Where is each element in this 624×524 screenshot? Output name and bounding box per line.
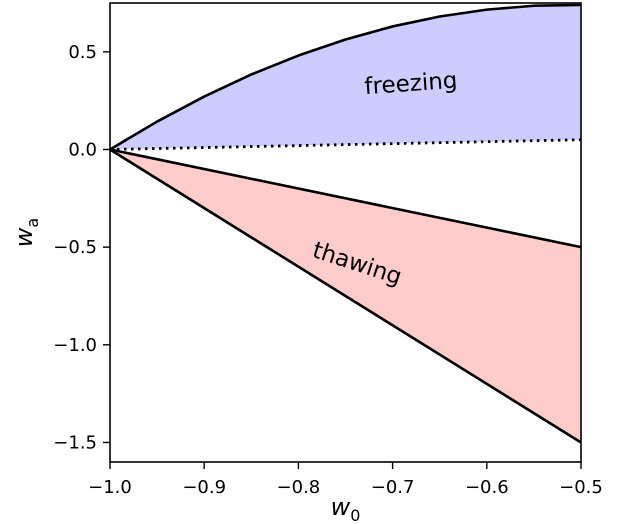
y-tick-label: −0.5 — [53, 237, 97, 258]
y-tick-label: −1.5 — [53, 432, 97, 453]
y-axis-label-main: w — [10, 227, 38, 247]
x-tick-label: −0.6 — [465, 477, 509, 498]
x-tick-label: −0.9 — [182, 477, 226, 498]
region-freezing — [110, 4, 581, 150]
x-tick-label: −1.0 — [88, 477, 132, 498]
plot-frame — [109, 2, 582, 463]
x-axis-label-main: w — [331, 493, 351, 521]
thawing-lower-boundary — [109, 148, 582, 444]
y-tick-label: −1.0 — [53, 335, 97, 356]
y-axis-label: wa — [10, 218, 42, 247]
x-axis-label-sub: 0 — [350, 506, 360, 524]
region-label-freezing: freezing — [364, 68, 459, 100]
y-tick-label: 0.5 — [68, 42, 97, 63]
x-axis-ticks: −1.0 −0.9 −0.8 −0.7 −0.6 −0.5 — [88, 462, 603, 498]
freezing-lower-boundary — [109, 138, 582, 151]
x-tick-label: −0.5 — [559, 477, 603, 498]
thawing-upper-boundary — [109, 148, 582, 249]
freezing-upper-boundary — [109, 3, 582, 151]
boundary-lines-layer — [109, 3, 582, 444]
y-axis-ticks: 0.5 0.0 −0.5 −1.0 −1.5 — [53, 42, 110, 453]
x-tick-label: −0.8 — [277, 477, 321, 498]
y-tick-label: 0.0 — [68, 139, 97, 160]
y-axis-label-sub: a — [23, 218, 42, 228]
regions-layer — [110, 4, 581, 443]
x-tick-label: −0.7 — [371, 477, 415, 498]
x-axis-label: w0 — [331, 493, 361, 524]
